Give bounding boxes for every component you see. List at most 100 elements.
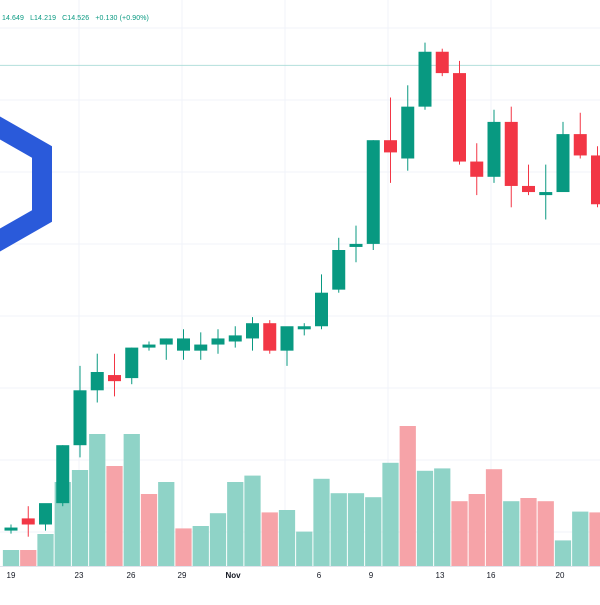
volume-bar <box>296 532 312 566</box>
volume-bar <box>520 498 536 566</box>
candle-body <box>453 73 466 161</box>
x-tick-label: Nov <box>225 571 241 580</box>
candle-body <box>574 134 587 155</box>
volume-bar <box>72 470 88 566</box>
volume-bar <box>434 468 450 566</box>
candle <box>56 445 69 506</box>
candle <box>332 238 345 293</box>
candle <box>350 226 363 263</box>
volume-bar <box>469 494 485 566</box>
volume-bar <box>538 501 554 566</box>
candle <box>436 49 449 76</box>
volume-bar <box>210 513 226 566</box>
candle <box>401 85 414 170</box>
candle <box>160 338 173 359</box>
ohlc-close: C14.526 <box>62 15 89 22</box>
volume-bar <box>175 528 191 566</box>
candle-body <box>246 323 259 338</box>
candle-body <box>505 122 518 186</box>
candle <box>488 110 501 183</box>
volume-bar <box>503 501 519 566</box>
candle-body <box>539 192 552 195</box>
x-tick-label: 20 <box>556 571 565 580</box>
candle-body <box>143 345 156 348</box>
volume-bar <box>141 494 157 566</box>
candle <box>125 348 138 385</box>
volume-bar <box>3 550 19 566</box>
candle <box>91 354 104 403</box>
ohlc-high: 14.649 <box>2 15 24 22</box>
candle <box>246 317 259 351</box>
x-tick-label: 29 <box>178 571 187 580</box>
candle-body <box>229 335 242 341</box>
candle-body <box>436 52 449 73</box>
candle <box>74 366 87 458</box>
x-tick-label: 19 <box>7 571 16 580</box>
volume-bar <box>106 466 122 566</box>
volume-bar <box>486 469 502 566</box>
candle-body <box>591 155 600 204</box>
x-tick-label: 26 <box>127 571 136 580</box>
x-tick-label: 9 <box>369 571 374 580</box>
candle-body <box>263 323 276 350</box>
volume-bar <box>89 434 105 566</box>
ohlc-change: +0.130 (+0.90%) <box>95 15 149 22</box>
candle <box>315 274 328 329</box>
candle <box>522 165 535 196</box>
volume-bars <box>3 426 600 566</box>
candle-body <box>315 293 328 327</box>
candle <box>212 329 225 353</box>
candle <box>39 503 52 530</box>
candle-body <box>108 375 121 381</box>
candle <box>367 140 380 250</box>
candle-body <box>367 140 380 244</box>
candle-body <box>177 338 190 350</box>
candle-body <box>5 528 18 531</box>
candle <box>505 107 518 208</box>
candle-body <box>39 503 52 524</box>
candle-body <box>194 345 207 351</box>
candle <box>177 329 190 360</box>
candle-body <box>522 186 535 192</box>
x-tick-label: 16 <box>487 571 496 580</box>
candle <box>108 354 121 397</box>
candle-body <box>91 372 104 390</box>
candle-body <box>125 348 138 379</box>
volume-bar <box>20 550 36 566</box>
candle <box>574 113 587 159</box>
volume-bar <box>313 479 329 566</box>
candle-body <box>401 107 414 159</box>
volume-bar <box>417 471 433 566</box>
candle-body <box>557 134 570 192</box>
candle-body <box>298 326 311 329</box>
volume-bar <box>227 482 243 566</box>
volume-bar <box>244 476 260 566</box>
volume-bar <box>589 512 600 566</box>
candle <box>384 98 397 183</box>
candle <box>194 332 207 359</box>
candle <box>453 61 466 165</box>
candle-body <box>212 338 225 344</box>
volume-bar <box>348 493 364 566</box>
candle <box>539 165 552 220</box>
volume-bar <box>331 493 347 566</box>
ohlc-readout: 14.649 L14.219 C14.526 +0.130 (+0.90%) <box>2 15 153 22</box>
chainlink-hexagon-logo <box>0 128 42 240</box>
x-tick-label: 23 <box>75 571 84 580</box>
candle <box>470 143 483 195</box>
volume-bar <box>555 540 571 566</box>
volume-bar <box>193 526 209 566</box>
volume-bar <box>37 534 53 566</box>
candle <box>419 43 432 110</box>
volume-bar <box>365 497 381 566</box>
x-tick-label: 6 <box>317 571 322 580</box>
volume-bar <box>158 482 174 566</box>
candle-body <box>56 445 69 503</box>
candle-body <box>74 390 87 445</box>
candle-body <box>470 162 483 177</box>
candle <box>229 326 242 347</box>
ohlc-low: L14.219 <box>30 15 56 22</box>
